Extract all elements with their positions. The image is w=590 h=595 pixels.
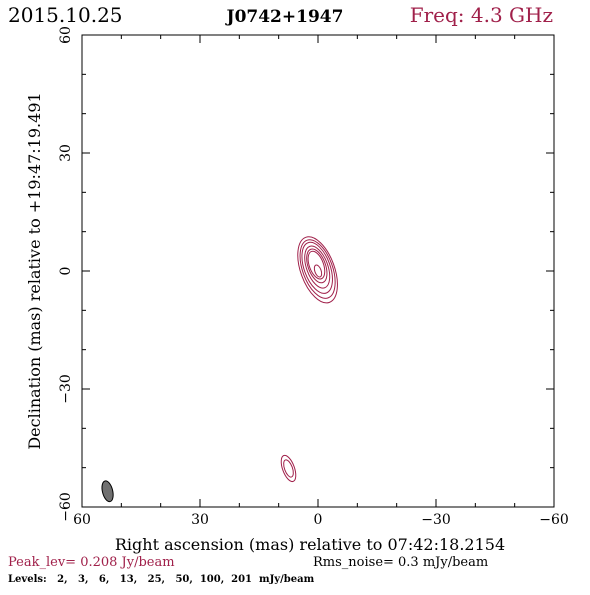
x-axis-label: Right ascension (mas) relative to 07:42:… [115,535,505,554]
x-tick-label: −60 [539,512,569,528]
contour-line [307,250,326,280]
rms-noise-label: Rms_noise= 0.3 mJy/beam [313,555,488,570]
date-label: 2015.10.25 [8,3,123,27]
contour-line [306,248,328,284]
contour-levels-label: Levels: 2, 3, 6, 13, 25, 50, 100, 201 mJ… [8,574,315,585]
y-tick-label: −60 [58,492,74,522]
axis-ticks: 60 30 0 −30 −60 −60 −30 0 30 60 [58,26,569,528]
contour-layer [101,236,338,503]
y-tick-label: −30 [58,374,74,404]
y-axis-label: Declination (mas) relative to +19:47:19.… [25,92,44,449]
contour-line [299,239,336,299]
source-name: J0742+1947 [225,7,344,27]
contour-line [313,264,323,278]
contour-line [297,236,338,304]
plot-frame [81,34,555,508]
x-tick-label: 0 [314,512,323,528]
peak-level-label: Peak_lev= 0.208 Jy/beam [8,555,175,570]
contour-line [280,454,297,483]
x-tick-label: 30 [191,512,209,528]
contour-line [304,245,331,289]
y-tick-label: 0 [58,267,74,276]
y-tick-label: 60 [58,26,74,44]
frequency-label: Freq: 4.3 GHz [410,3,553,27]
beam-ellipse [101,480,114,503]
x-tick-label: −30 [421,512,451,528]
contour-line [301,241,333,294]
x-tick-label: 60 [73,512,91,528]
y-tick-label: 30 [58,144,74,162]
contour-line [283,459,294,478]
